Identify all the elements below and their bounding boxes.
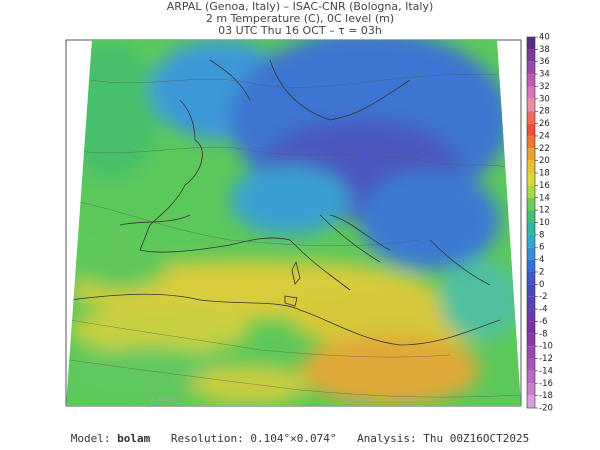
footer: Model: bolam Resolution: 0.104°×0.074° A… — [71, 432, 530, 445]
colorbar-segment — [527, 271, 535, 285]
colorbar-tick-label: -6 — [539, 317, 547, 327]
colorbar-segment — [527, 86, 535, 99]
colorbar-segment — [527, 148, 535, 161]
colorbar-tick-label: 34 — [539, 70, 550, 80]
footer-label: Resolution: — [171, 432, 244, 445]
footer-value: Thu 00Z16OCT2025 — [423, 432, 529, 445]
colorbar-segment — [527, 309, 535, 322]
colorbar-tick-label: -16 — [539, 379, 553, 389]
colorbar-segment — [527, 210, 535, 223]
footer-value: 0.104°×0.074° — [250, 432, 336, 445]
colorbar-segment — [527, 358, 535, 371]
temperature-field — [66, 40, 521, 406]
colorbar-segment — [527, 185, 535, 198]
colorbar-tick-label: -18 — [539, 391, 553, 401]
colorbar-segment — [527, 383, 535, 396]
coastlines — [69, 59, 501, 346]
colorbar-segment — [527, 333, 535, 347]
contours — [69, 74, 521, 398]
colorbar-segment — [527, 160, 535, 174]
colorbar-tick-label: 26 — [539, 119, 550, 129]
colorbar-segment — [527, 49, 535, 62]
colorbar-segment — [527, 123, 535, 136]
colorbar-segment — [527, 395, 535, 408]
colorbar-tick-label: -10 — [539, 342, 553, 352]
colorbar-tick-label: 6 — [539, 243, 544, 253]
colorbar-segment — [527, 296, 535, 310]
colorbar-tick-label: 12 — [539, 206, 550, 216]
colorbar-tick-label: 8 — [539, 230, 544, 240]
colorbar-tick-label: 14 — [539, 193, 550, 203]
colorbar-segment — [527, 173, 535, 186]
colorbar-segment — [527, 321, 535, 334]
colorbar-tick-label: 22 — [539, 144, 550, 154]
colorbar-tick-label: 28 — [539, 107, 550, 117]
colorbar-tick-label: 18 — [539, 169, 550, 179]
colorbar-segment — [527, 234, 535, 248]
colorbar-segment — [527, 222, 535, 235]
colorbar-segment — [527, 74, 535, 87]
colorbar-tick-label: 36 — [539, 57, 550, 67]
colorbar-tick-label: 4 — [539, 255, 544, 265]
colorbar-segment — [527, 98, 535, 112]
title-line: ARPAL (Genoa, Italy) – ISAC-CNR (Bologna… — [167, 0, 434, 13]
footer-label: Model: — [71, 432, 111, 445]
colorbar-tick-label: -2 — [539, 292, 547, 302]
colorbar-tick-label: -14 — [539, 366, 553, 376]
title-line: 2 m Temperature (C), 0C level (m) — [206, 12, 394, 25]
footer-value: bolam — [117, 432, 150, 445]
colorbar-tick-label: 16 — [539, 181, 550, 191]
colorbar-segment — [527, 111, 535, 124]
colorbar-segment — [527, 259, 535, 272]
colorbar-tick-label: -12 — [539, 354, 553, 364]
colorbar-segment — [527, 61, 535, 75]
colorbar-tick-label: 32 — [539, 82, 550, 92]
colorbar-tick-label: 20 — [539, 156, 550, 166]
colorbar-tick-label: -20 — [539, 404, 553, 414]
colorbar-tick-label: 30 — [539, 94, 550, 104]
colorbar-segment — [527, 346, 535, 359]
colorbar-segment — [527, 247, 535, 260]
footer-label: Analysis: — [357, 432, 417, 445]
colorbar-tick-label: 10 — [539, 218, 550, 228]
colorbar-tick-label: -8 — [539, 329, 547, 339]
watermark: ARPAL — [345, 396, 377, 407]
colorbar-segment — [527, 37, 535, 50]
colorbar-tick-label: 38 — [539, 45, 550, 55]
colorbar-segment — [527, 197, 535, 211]
colorbar-tick-label: 40 — [539, 33, 550, 43]
colorbar-tick-label: -4 — [539, 305, 547, 315]
colorbar-tick-label: 0 — [539, 280, 544, 290]
title-line: 03 UTC Thu 16 OCT – τ = 03h — [218, 24, 382, 37]
colorbar-tick-label: 2 — [539, 267, 544, 277]
colorbar-segment — [527, 284, 535, 297]
watermark: ARPAL — [150, 396, 182, 407]
colorbar-tick-label: 24 — [539, 131, 550, 141]
colorbar: 4038363432302826242220181614121086420-2-… — [526, 33, 553, 414]
colorbar-segment — [527, 370, 535, 384]
colorbar-segment — [527, 135, 535, 149]
